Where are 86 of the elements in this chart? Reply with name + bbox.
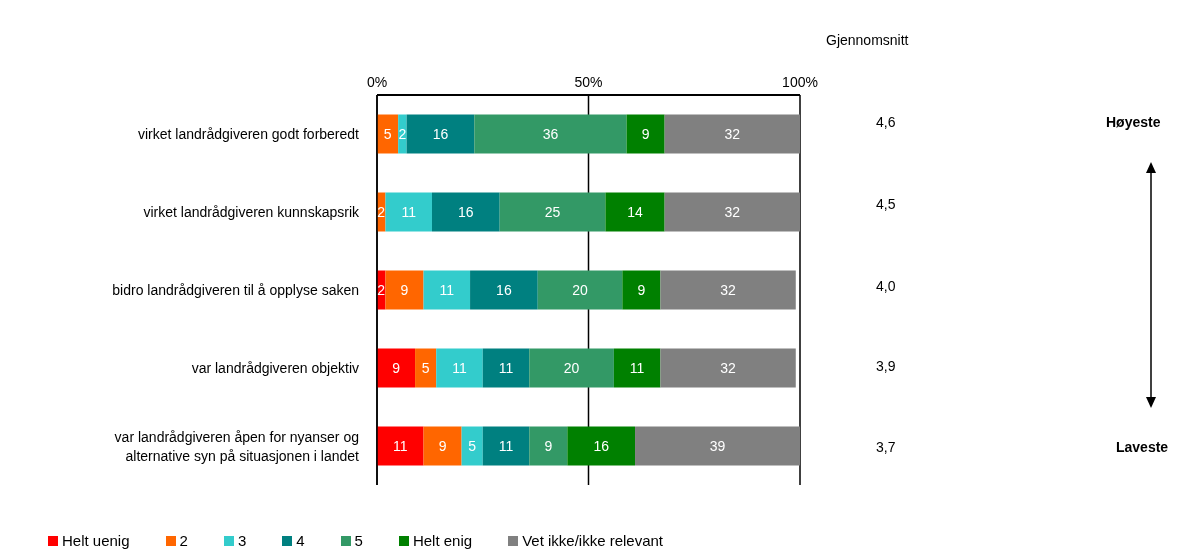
bar xyxy=(529,426,568,466)
data-label: 11 xyxy=(392,437,408,454)
legend-label: Vet ikke/ikke relevant xyxy=(521,532,664,549)
bar xyxy=(377,348,416,388)
bar xyxy=(482,348,530,388)
bar xyxy=(461,426,483,466)
data-label: 5 xyxy=(468,437,477,454)
text: 4,5 xyxy=(876,196,896,212)
data-label: 14 xyxy=(627,203,644,220)
bar xyxy=(622,270,661,310)
data-label: 20 xyxy=(572,281,589,298)
data-label: 11 xyxy=(452,359,467,376)
data-label: 2 xyxy=(398,125,407,142)
data-label: 36 xyxy=(542,125,559,142)
data-label: 9 xyxy=(641,125,650,142)
data-label: 16 xyxy=(432,125,449,142)
data-label: 2 xyxy=(377,281,386,298)
bar xyxy=(567,426,636,466)
data-label: 32 xyxy=(724,203,741,220)
data-label: 11 xyxy=(498,437,514,454)
legend-label: 4 xyxy=(295,532,305,549)
data-label: 9 xyxy=(400,281,409,298)
data-label: 9 xyxy=(392,359,401,376)
bar xyxy=(398,114,407,154)
data-label: 2 xyxy=(377,203,386,220)
bar xyxy=(613,348,661,388)
bar xyxy=(470,270,538,310)
text: 3,7 xyxy=(876,439,896,455)
bar xyxy=(660,348,796,388)
data-label: 9 xyxy=(438,437,447,454)
text: 4,6 xyxy=(876,114,896,130)
legend-label: 3 xyxy=(236,532,247,549)
bar xyxy=(635,426,800,466)
data-label: 5 xyxy=(383,125,392,142)
text: Gjennomsnitt xyxy=(826,32,909,48)
data-label: 16 xyxy=(458,203,474,220)
bar xyxy=(423,270,471,310)
x-tick-label: 0% xyxy=(366,74,388,90)
bar xyxy=(664,192,800,232)
bar xyxy=(499,192,606,232)
data-label: 16 xyxy=(496,281,512,298)
data-label: 32 xyxy=(720,359,737,376)
text: Laveste xyxy=(1116,439,1169,455)
data-label: 11 xyxy=(629,359,645,376)
bar xyxy=(423,426,462,466)
bar xyxy=(626,114,665,154)
bar xyxy=(406,114,475,154)
bar xyxy=(377,426,424,466)
y-tick-label: var landrådgiveren åpen for nyanser og alternative syn på situasjonen i landet xyxy=(114,428,360,464)
y-tick-label: virket landrådgiveren kunnskapsrik xyxy=(143,204,360,220)
data-label: 25 xyxy=(544,203,561,220)
legend-label: 2 xyxy=(178,532,188,549)
legend-label: Helt uenig xyxy=(61,532,130,549)
legend-label: 5 xyxy=(353,532,363,549)
bar xyxy=(474,114,627,154)
data-label: 16 xyxy=(593,437,610,454)
bar xyxy=(431,192,500,232)
data-label: 32 xyxy=(720,281,737,298)
bar xyxy=(605,192,665,232)
y-tick-label: bidro landrådgiveren til å opplyse saken xyxy=(112,282,359,298)
data-label: 5 xyxy=(421,359,430,376)
bar xyxy=(660,270,796,310)
bar xyxy=(529,348,614,388)
bar xyxy=(482,426,530,466)
bar xyxy=(537,270,623,310)
bar xyxy=(664,114,800,154)
text: 3,9 xyxy=(876,358,896,374)
legend-label: Helt enig xyxy=(411,532,473,549)
bar xyxy=(436,348,483,388)
data-label: 11 xyxy=(498,359,514,376)
bar xyxy=(415,348,437,388)
x-tick-label: 100% xyxy=(782,74,818,90)
data-label: 11 xyxy=(439,281,455,298)
y-tick-label: var landrådgiveren objektiv xyxy=(191,360,359,376)
data-label: 9 xyxy=(544,437,553,454)
data-label: 32 xyxy=(724,125,741,142)
bar xyxy=(385,192,432,232)
y-tick-label: virket landrådgiveren godt forberedt xyxy=(137,126,360,142)
bar xyxy=(385,270,424,310)
data-label: 39 xyxy=(709,437,726,454)
text: 4,0 xyxy=(876,278,896,294)
data-label: 9 xyxy=(637,281,646,298)
text: Høyeste xyxy=(1106,114,1161,130)
data-label: 20 xyxy=(563,359,580,376)
x-tick-label: 50% xyxy=(574,74,603,90)
data-label: 11 xyxy=(401,203,417,220)
